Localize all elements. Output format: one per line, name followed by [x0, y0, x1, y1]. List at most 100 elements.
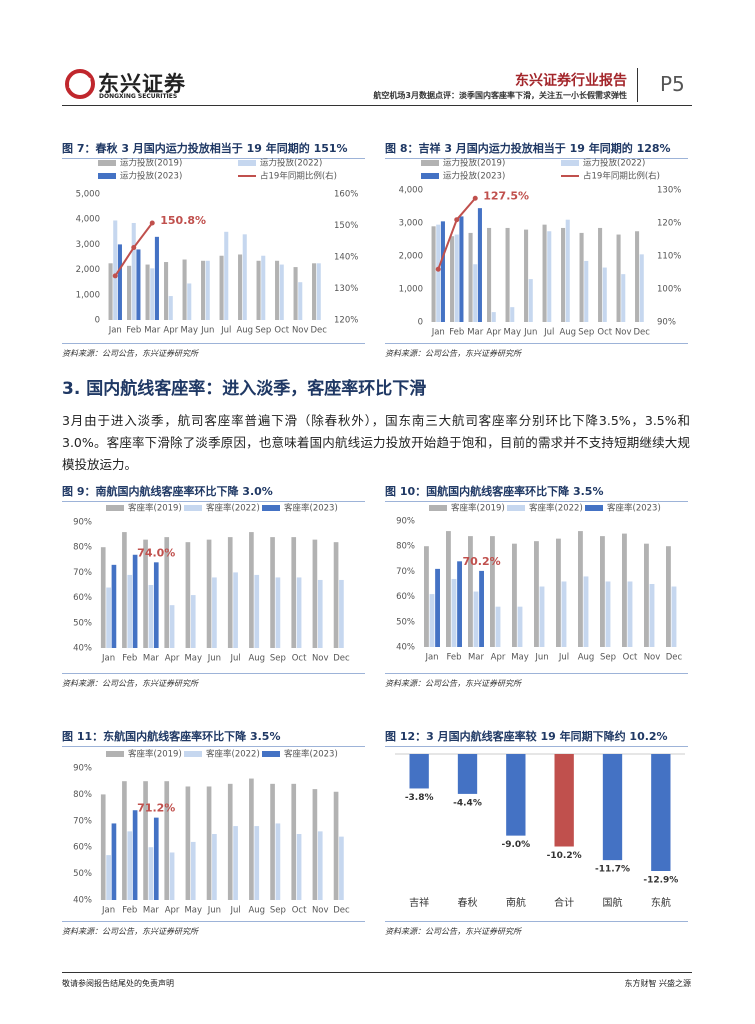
x-tick-label: Jun	[200, 326, 214, 336]
y2-tick-label: 90%	[657, 318, 676, 328]
bar	[477, 208, 482, 322]
bar	[649, 584, 655, 647]
bar	[317, 579, 323, 648]
bar	[616, 234, 621, 322]
bar	[242, 234, 247, 320]
x-tick-label: Apr	[486, 328, 501, 338]
line-point	[435, 266, 441, 272]
bar	[424, 546, 429, 647]
logo-mark	[65, 69, 95, 99]
x-tick-label: Oct	[292, 654, 307, 664]
bar	[473, 264, 478, 322]
bar	[270, 783, 275, 900]
data-label: -9.0%	[501, 840, 530, 850]
bar	[524, 229, 529, 322]
y-tick-label: 50%	[73, 618, 92, 628]
x-tick-label: Mar	[468, 653, 485, 663]
bar	[666, 546, 671, 647]
chart: 0 1,000 2,000 3,000 4,000 5,000 120% 130% 140% 15…	[76, 158, 359, 336]
bar	[111, 823, 117, 900]
bar	[108, 263, 113, 320]
x-tick-label: 合计	[554, 896, 574, 909]
x-tick-label: Feb	[449, 328, 464, 338]
y-tick-label: 1,000	[399, 285, 423, 295]
bar	[153, 562, 159, 648]
bar	[205, 260, 210, 320]
legend-label: 客座率(2022)	[529, 503, 583, 514]
x-tick-label: Apr	[165, 654, 180, 664]
bar	[534, 541, 539, 647]
x-tick-label: Jun	[534, 653, 548, 663]
bar	[298, 282, 303, 320]
section-paragraph: 3月由于进入淡季，航司客座率普遍下滑（除春秋外），国东南三大航司客座率分别环比下…	[62, 413, 690, 472]
y-tick-label: 0	[418, 318, 423, 328]
x-tick-label: Oct	[623, 653, 638, 663]
legend-label: 运力投放(2023)	[120, 171, 182, 182]
legend-swatch	[507, 505, 525, 511]
bar	[275, 577, 281, 648]
data-label: 127.5%	[483, 189, 529, 202]
bar	[238, 254, 243, 320]
header-rule	[62, 105, 692, 106]
bar	[333, 791, 339, 900]
x-tick-label: Dec	[333, 906, 350, 916]
legend-label: 客座率(2023)	[607, 503, 661, 514]
legend-label: 客座率(2023)	[284, 749, 338, 760]
bar	[219, 255, 224, 320]
bar	[132, 554, 138, 648]
y-tick-label: 90%	[73, 518, 92, 528]
x-tick-label: Aug	[559, 328, 576, 338]
y-tick-label: 4,000	[76, 215, 100, 225]
x-tick-label: Mar	[467, 328, 484, 338]
y-tick-label: 60%	[73, 593, 92, 603]
bar	[436, 224, 441, 322]
bar	[127, 574, 133, 648]
bar	[579, 232, 584, 322]
bar	[111, 564, 117, 648]
bar	[602, 754, 623, 861]
bar	[122, 532, 127, 648]
y-tick-label: 50%	[396, 617, 415, 627]
line-point	[472, 195, 478, 201]
y-tick-label: 60%	[396, 592, 415, 602]
y-tick-label: 3,000	[76, 240, 100, 250]
bar	[106, 855, 111, 900]
x-tick-label: Nov	[312, 906, 329, 916]
bar	[131, 222, 136, 320]
bar	[312, 263, 317, 320]
x-tick-label: Jun	[523, 328, 537, 338]
bar	[153, 817, 159, 900]
x-tick-label: May	[511, 653, 529, 663]
figure-title: 图 9：南航国内航线客座率环比下降 3.0%	[62, 483, 365, 502]
bar	[605, 581, 611, 647]
x-tick-label: May	[184, 906, 202, 916]
bar	[622, 533, 627, 647]
bar	[651, 754, 671, 871]
bar	[584, 260, 589, 322]
y2-tick-label: 120%	[334, 316, 358, 326]
bar	[598, 227, 603, 322]
chart: 40% 50% 60% 70% 80% 90% Jan Feb Mar Apr May Jun Jul A…	[396, 503, 683, 663]
legend-swatch	[421, 160, 439, 166]
bar	[164, 781, 170, 900]
x-tick-label: Aug	[248, 906, 265, 916]
data-label: 74.0%	[137, 546, 175, 559]
data-label: 150.8%	[160, 214, 206, 227]
figure-title: 图 7：春秋 3 月国内运力投放相当于 19 年同期的 151%	[62, 140, 365, 159]
chart: 40% 50% 60% 70% 80% 90% Jan Feb Mar Apr May Jun Jul A…	[73, 749, 350, 916]
bar	[127, 265, 132, 320]
bar	[450, 236, 455, 322]
x-tick-label: Dec	[666, 653, 683, 663]
x-tick-label: Aug	[578, 653, 595, 663]
bar	[487, 227, 492, 322]
logo-swirl	[68, 75, 91, 89]
bar	[127, 831, 133, 900]
bar	[206, 539, 212, 648]
bar	[479, 570, 484, 647]
bar	[539, 586, 545, 647]
bar	[635, 231, 640, 322]
bar	[296, 577, 302, 648]
bar	[506, 754, 526, 836]
x-tick-label: Dec	[311, 326, 328, 336]
x-tick-label: Apr	[163, 326, 178, 336]
